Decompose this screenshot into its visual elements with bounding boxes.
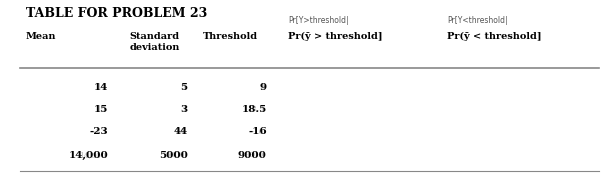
Text: -23: -23 xyxy=(89,127,108,136)
Text: 18.5: 18.5 xyxy=(248,105,264,113)
Text: TABLE FOR PROBLEM 23: TABLE FOR PROBLEM 23 xyxy=(26,7,207,19)
Text: Pr(ȳ > threshold]: Pr(ȳ > threshold] xyxy=(288,32,383,41)
Text: 5: 5 xyxy=(180,82,188,92)
Text: Mean: Mean xyxy=(26,32,56,41)
Text: 3: 3 xyxy=(180,105,185,113)
Text: -23: -23 xyxy=(93,128,105,136)
Text: Pr[Y>threshold|: Pr[Y>threshold| xyxy=(288,16,349,25)
Text: 3: 3 xyxy=(180,105,188,114)
Text: 14,000: 14,000 xyxy=(69,151,108,160)
Text: 44: 44 xyxy=(175,128,185,136)
Text: 15: 15 xyxy=(96,105,105,113)
Text: 9000: 9000 xyxy=(245,152,264,160)
Text: 44: 44 xyxy=(173,127,188,136)
Text: Threshold: Threshold xyxy=(203,32,258,41)
Text: Standard
deviation: Standard deviation xyxy=(129,32,180,52)
Text: 5: 5 xyxy=(180,83,185,91)
Text: Pr(ȳ < threshold]: Pr(ȳ < threshold] xyxy=(447,32,541,41)
Text: 9: 9 xyxy=(260,82,267,92)
Text: 5000: 5000 xyxy=(159,151,188,160)
Text: 9: 9 xyxy=(259,83,264,91)
Text: -16: -16 xyxy=(248,127,267,136)
Text: 18.5: 18.5 xyxy=(242,105,267,114)
Text: Pr[Y<threshold|: Pr[Y<threshold| xyxy=(447,16,508,25)
Text: 14,000: 14,000 xyxy=(79,152,105,160)
Text: 15: 15 xyxy=(94,105,108,114)
Text: 14: 14 xyxy=(94,82,108,92)
Text: 14: 14 xyxy=(96,83,105,91)
Text: 5000: 5000 xyxy=(166,152,185,160)
Text: -16: -16 xyxy=(252,128,264,136)
Text: 9000: 9000 xyxy=(238,151,267,160)
